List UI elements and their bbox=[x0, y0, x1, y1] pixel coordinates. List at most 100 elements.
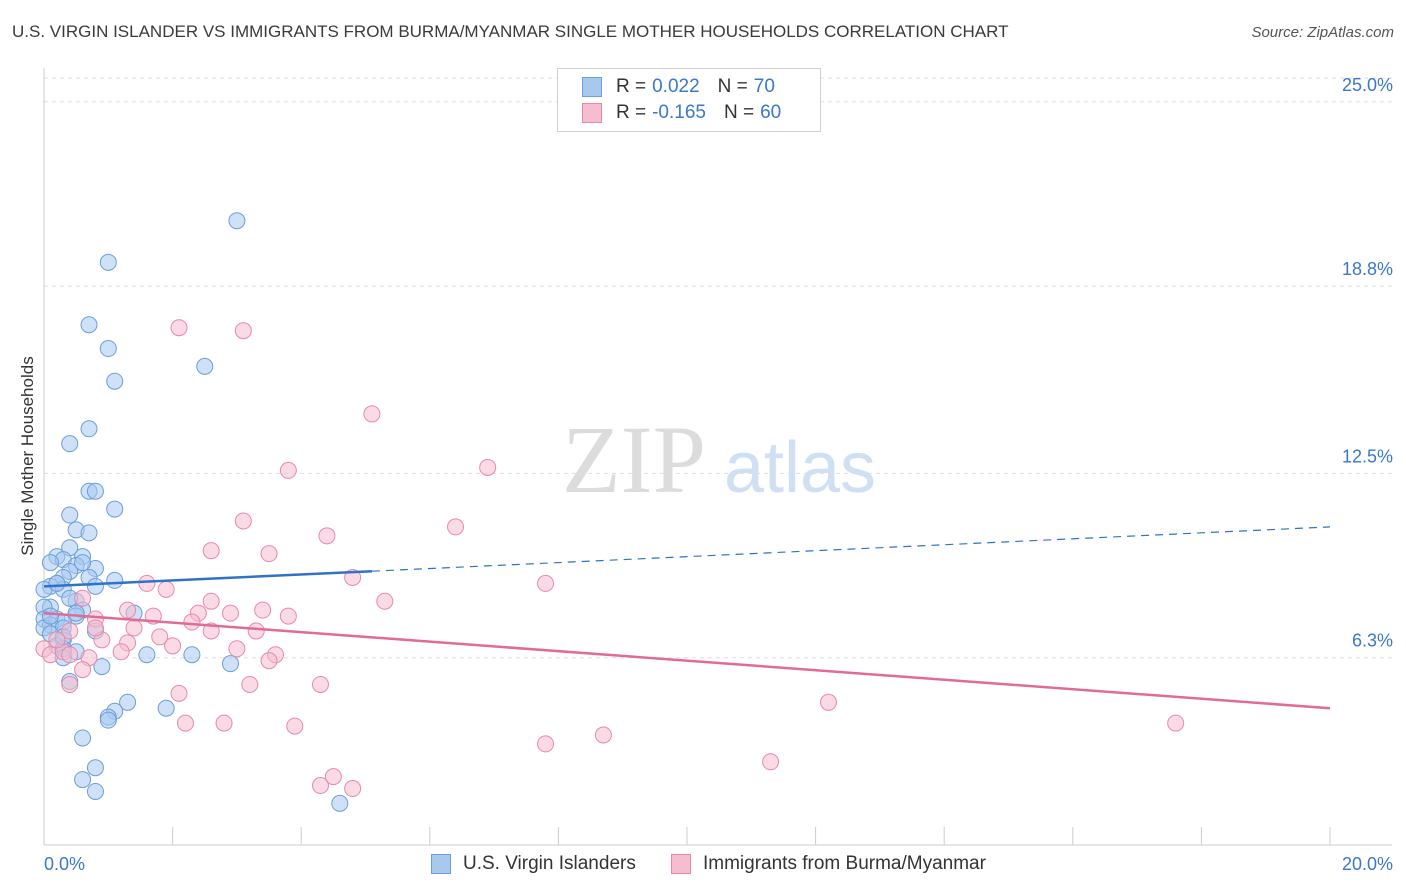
point-virgin-islanders bbox=[331, 794, 349, 812]
point-burma bbox=[202, 592, 220, 610]
source-label: Source: ZipAtlas.com bbox=[1251, 24, 1394, 41]
point-burma bbox=[311, 777, 329, 795]
point-burma bbox=[170, 684, 188, 702]
point-virgin-islanders bbox=[221, 655, 239, 673]
point-burma bbox=[376, 592, 394, 610]
point-burma bbox=[164, 637, 182, 655]
point-burma bbox=[241, 675, 259, 693]
y-tick-label: 12.5% bbox=[1342, 446, 1393, 466]
point-burma bbox=[286, 717, 304, 735]
legend-row-virgin-islanders: R = 0.022 N = 70 bbox=[582, 74, 775, 100]
point-burma bbox=[228, 640, 246, 658]
series-legend-virgin-islanders[interactable]: U.S. Virgin Islanders bbox=[431, 851, 636, 877]
x-tick-label: 0.0% bbox=[44, 854, 85, 874]
point-virgin-islanders bbox=[93, 658, 111, 676]
point-burma bbox=[221, 604, 239, 622]
trend-line-virgin-islanders-extension bbox=[371, 526, 1331, 572]
point-virgin-islanders bbox=[119, 693, 137, 711]
point-burma bbox=[61, 646, 79, 664]
point-burma bbox=[48, 631, 66, 649]
point-burma bbox=[183, 613, 201, 631]
point-burma bbox=[215, 714, 233, 732]
point-burma bbox=[176, 714, 194, 732]
legend-r-label: R = bbox=[616, 76, 647, 97]
point-virgin-islanders bbox=[61, 506, 79, 524]
tick-labels: 6.3% 12.5% 18.8% 25.0% 0.0% 20.0% bbox=[44, 75, 1393, 874]
point-burma bbox=[151, 628, 169, 646]
y-axis-label: Single Mother Households bbox=[18, 356, 37, 556]
chart-title: U.S. VIRGIN ISLANDER VS IMMIGRANTS FROM … bbox=[12, 22, 1009, 41]
point-virgin-islanders bbox=[74, 729, 92, 747]
point-burma bbox=[157, 580, 175, 598]
trend-lines bbox=[43, 526, 1331, 710]
point-burma bbox=[260, 545, 278, 563]
legend-swatch-blue bbox=[582, 77, 602, 97]
point-virgin-islanders bbox=[67, 604, 85, 622]
point-burma bbox=[537, 574, 555, 592]
point-virgin-islanders bbox=[74, 771, 92, 789]
legend-n-value: 60 bbox=[760, 102, 782, 123]
point-virgin-islanders bbox=[99, 711, 117, 729]
legend-n-label: N = bbox=[717, 76, 748, 97]
data-points bbox=[35, 212, 1185, 812]
legend-r-label: R = bbox=[616, 102, 647, 123]
point-burma bbox=[119, 601, 137, 619]
correlation-legend: R = 0.022 N = 70 R = -0.165 N = 60 bbox=[557, 68, 821, 132]
point-virgin-islanders bbox=[196, 357, 214, 375]
point-burma bbox=[318, 527, 336, 545]
y-tick-label: 6.3% bbox=[1352, 631, 1393, 651]
point-virgin-islanders bbox=[106, 500, 124, 518]
point-burma bbox=[138, 574, 156, 592]
x-tick-label: 20.0% bbox=[1342, 854, 1393, 874]
point-virgin-islanders bbox=[86, 782, 104, 800]
point-virgin-islanders bbox=[80, 316, 98, 334]
axes bbox=[43, 68, 1392, 846]
point-virgin-islanders bbox=[80, 524, 98, 542]
legend-r-value: -0.165 bbox=[652, 102, 706, 123]
point-virgin-islanders bbox=[99, 253, 117, 271]
legend-r-value: 0.022 bbox=[652, 76, 700, 97]
legend-swatch-pink bbox=[582, 103, 602, 123]
point-virgin-islanders bbox=[228, 212, 246, 230]
point-virgin-islanders bbox=[99, 340, 117, 358]
point-virgin-islanders bbox=[74, 554, 92, 572]
point-virgin-islanders bbox=[157, 699, 175, 717]
series-swatch-pink bbox=[671, 854, 691, 874]
point-virgin-islanders bbox=[183, 646, 201, 664]
point-burma bbox=[74, 589, 92, 607]
point-burma bbox=[363, 405, 381, 423]
point-burma bbox=[234, 322, 252, 340]
gridlines bbox=[44, 77, 1392, 659]
point-virgin-islanders bbox=[61, 435, 79, 453]
point-burma bbox=[86, 619, 104, 637]
point-burma bbox=[479, 458, 497, 476]
point-burma bbox=[112, 643, 130, 661]
legend-row-burma: R = -0.165 N = 60 bbox=[582, 100, 781, 126]
series-label: U.S. Virgin Islanders bbox=[463, 853, 636, 874]
point-virgin-islanders bbox=[86, 759, 104, 777]
point-burma bbox=[1167, 714, 1185, 732]
legend-n-label: N = bbox=[723, 102, 755, 123]
trend-line-virgin-islanders bbox=[43, 569, 372, 588]
point-burma bbox=[61, 675, 79, 693]
point-virgin-islanders bbox=[48, 574, 66, 592]
point-burma bbox=[254, 601, 272, 619]
point-virgin-islanders bbox=[86, 482, 104, 500]
point-virgin-islanders bbox=[86, 577, 104, 595]
watermark-zip: ZIP bbox=[562, 406, 706, 513]
point-virgin-islanders bbox=[80, 420, 98, 438]
point-virgin-islanders bbox=[106, 372, 124, 390]
point-burma bbox=[279, 607, 297, 625]
point-burma bbox=[819, 693, 837, 711]
watermark-atlas: atlas bbox=[724, 428, 876, 508]
y-tick-label: 25.0% bbox=[1342, 75, 1393, 95]
series-label: Immigrants from Burma/Myanmar bbox=[703, 853, 986, 874]
point-burma bbox=[74, 661, 92, 679]
point-virgin-islanders bbox=[106, 571, 124, 589]
trend-line-burma bbox=[43, 611, 1331, 710]
point-burma bbox=[762, 753, 780, 771]
point-burma bbox=[234, 512, 252, 530]
series-legend-burma[interactable]: Immigrants from Burma/Myanmar bbox=[671, 851, 986, 877]
watermark: ZIP atlas bbox=[562, 406, 876, 513]
y-tick-label: 18.8% bbox=[1342, 259, 1393, 279]
